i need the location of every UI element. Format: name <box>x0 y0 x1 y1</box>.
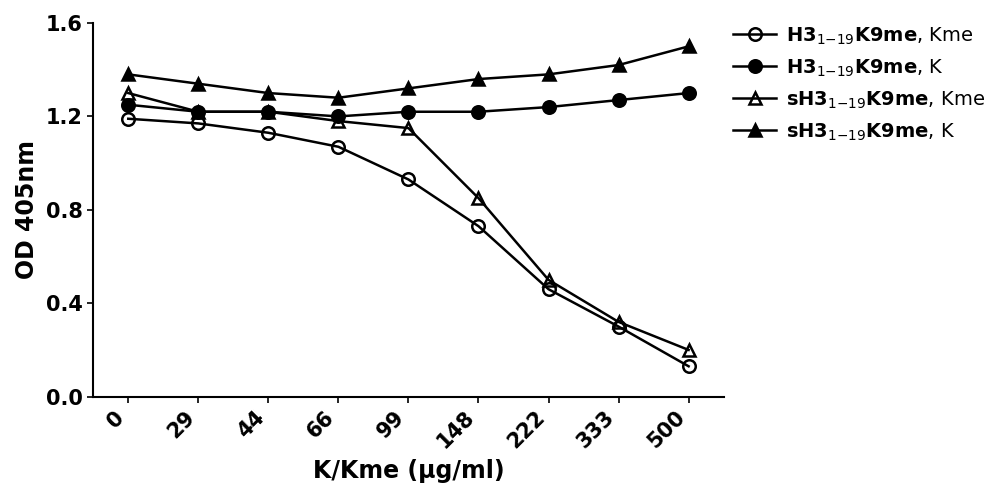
Legend: $\bf{H3}$$_{1\mathregular{-}19}$$\bf{K9me}$, Kme, $\bf{H3}$$_{1\mathregular{-}19: $\bf{H3}$$_{1\mathregular{-}19}$$\bf{K9m… <box>733 25 985 142</box>
Y-axis label: OD 405nm: OD 405nm <box>15 140 39 279</box>
X-axis label: K/Kme (μg/ml): K/Kme (μg/ml) <box>313 459 504 483</box>
